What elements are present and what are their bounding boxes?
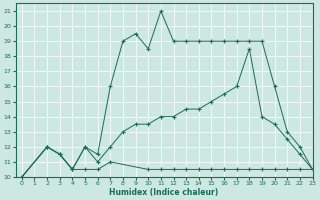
X-axis label: Humidex (Indice chaleur): Humidex (Indice chaleur) xyxy=(109,188,219,197)
